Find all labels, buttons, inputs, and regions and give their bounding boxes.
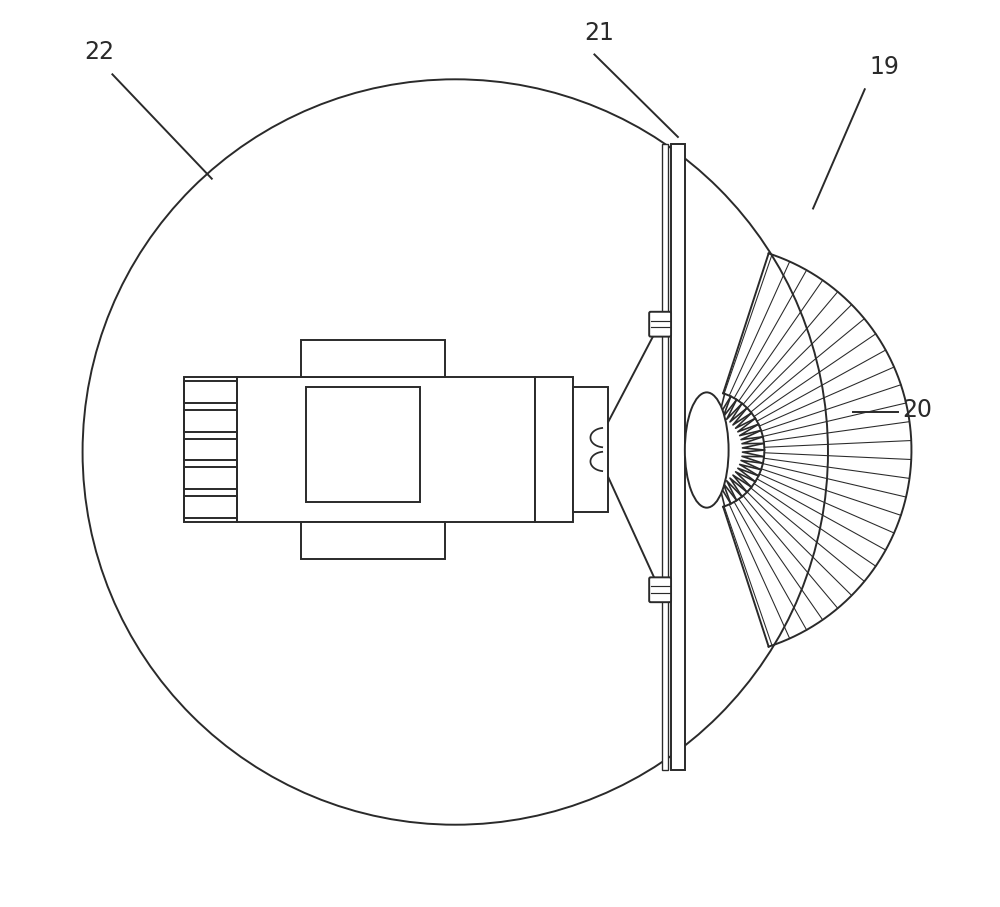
- Text: 20: 20: [903, 398, 933, 422]
- Bar: [184, 496, 237, 518]
- Bar: [237, 377, 535, 522]
- Bar: [184, 381, 237, 403]
- Bar: [306, 387, 420, 502]
- Bar: [184, 410, 237, 432]
- Bar: [301, 522, 445, 560]
- Bar: [535, 377, 573, 522]
- Text: 22: 22: [85, 41, 115, 64]
- Bar: [573, 387, 608, 512]
- Bar: [671, 144, 685, 770]
- Text: 19: 19: [870, 55, 900, 79]
- FancyBboxPatch shape: [649, 578, 671, 602]
- Bar: [184, 439, 237, 461]
- Bar: [184, 467, 237, 489]
- Text: 21: 21: [584, 21, 614, 44]
- Ellipse shape: [685, 393, 729, 508]
- Bar: [184, 377, 237, 522]
- Bar: [662, 144, 668, 770]
- Bar: [301, 340, 445, 377]
- FancyBboxPatch shape: [649, 312, 671, 336]
